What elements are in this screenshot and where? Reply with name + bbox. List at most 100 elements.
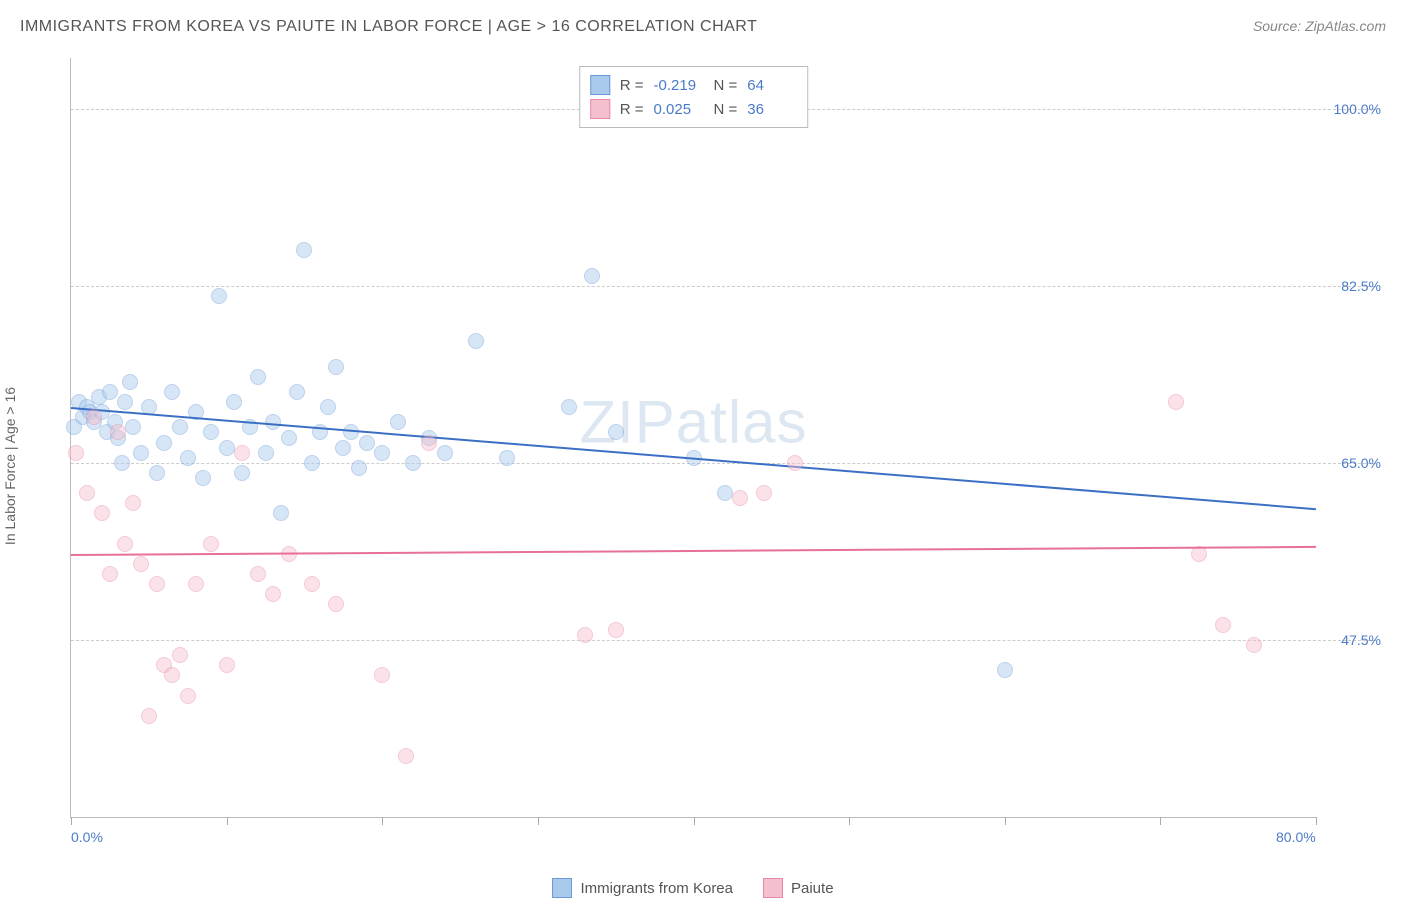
series-legend-label: Paiute bbox=[791, 880, 834, 897]
scatter-point bbox=[164, 384, 180, 400]
correlation-legend: R =-0.219N =64R =0.025N =36 bbox=[579, 66, 809, 128]
scatter-point bbox=[335, 440, 351, 456]
scatter-point bbox=[787, 455, 803, 471]
scatter-point bbox=[234, 465, 250, 481]
scatter-point bbox=[195, 470, 211, 486]
y-tick-label: 100.0% bbox=[1334, 101, 1381, 117]
y-tick-label: 65.0% bbox=[1341, 455, 1381, 471]
legend-swatch bbox=[590, 99, 610, 119]
scatter-point bbox=[499, 450, 515, 466]
scatter-point bbox=[584, 268, 600, 284]
x-tick bbox=[1316, 817, 1317, 825]
scatter-point bbox=[149, 576, 165, 592]
scatter-point bbox=[997, 662, 1013, 678]
scatter-point bbox=[125, 495, 141, 511]
scatter-point bbox=[102, 566, 118, 582]
scatter-point bbox=[122, 374, 138, 390]
scatter-point bbox=[608, 424, 624, 440]
scatter-point bbox=[79, 485, 95, 501]
scatter-point bbox=[398, 748, 414, 764]
scatter-point bbox=[273, 505, 289, 521]
scatter-point bbox=[250, 566, 266, 582]
scatter-point bbox=[374, 667, 390, 683]
scatter-point bbox=[258, 445, 274, 461]
legend-r-label: R = bbox=[620, 77, 644, 94]
plot-area: ZIPatlas R =-0.219N =64R =0.025N =36 47.… bbox=[70, 58, 1316, 818]
scatter-point bbox=[421, 435, 437, 451]
scatter-point bbox=[172, 647, 188, 663]
y-tick-label: 47.5% bbox=[1341, 632, 1381, 648]
legend-r-value: 0.025 bbox=[654, 101, 704, 118]
legend-r-label: R = bbox=[620, 101, 644, 118]
scatter-point bbox=[117, 536, 133, 552]
series-legend-label: Immigrants from Korea bbox=[580, 880, 733, 897]
scatter-point bbox=[304, 576, 320, 592]
scatter-point bbox=[114, 455, 130, 471]
chart-container: In Labor Force | Age > 16 ZIPatlas R =-0… bbox=[20, 58, 1386, 858]
gridline bbox=[71, 640, 1376, 641]
scatter-point bbox=[343, 424, 359, 440]
scatter-point bbox=[561, 399, 577, 415]
source-label: Source: ZipAtlas.com bbox=[1253, 18, 1386, 34]
gridline bbox=[71, 286, 1376, 287]
scatter-point bbox=[110, 424, 126, 440]
scatter-point bbox=[164, 667, 180, 683]
scatter-point bbox=[250, 369, 266, 385]
x-tick bbox=[227, 817, 228, 825]
scatter-point bbox=[219, 440, 235, 456]
x-tick bbox=[1005, 817, 1006, 825]
scatter-point bbox=[1215, 617, 1231, 633]
y-axis-label: In Labor Force | Age > 16 bbox=[2, 387, 18, 545]
scatter-point bbox=[141, 708, 157, 724]
scatter-point bbox=[211, 288, 227, 304]
x-tick bbox=[71, 817, 72, 825]
scatter-point bbox=[577, 627, 593, 643]
scatter-point bbox=[437, 445, 453, 461]
scatter-point bbox=[320, 399, 336, 415]
legend-swatch bbox=[590, 75, 610, 95]
legend-swatch bbox=[763, 878, 783, 898]
y-tick-label: 82.5% bbox=[1341, 278, 1381, 294]
scatter-point bbox=[94, 505, 110, 521]
chart-title: IMMIGRANTS FROM KOREA VS PAIUTE IN LABOR… bbox=[20, 18, 757, 36]
scatter-point bbox=[281, 430, 297, 446]
scatter-point bbox=[68, 445, 84, 461]
scatter-point bbox=[608, 622, 624, 638]
scatter-point bbox=[149, 465, 165, 481]
scatter-point bbox=[226, 394, 242, 410]
scatter-point bbox=[1246, 637, 1262, 653]
scatter-point bbox=[180, 688, 196, 704]
watermark-light: atlas bbox=[676, 389, 808, 456]
scatter-point bbox=[203, 536, 219, 552]
correlation-legend-row: R =-0.219N =64 bbox=[590, 73, 798, 97]
x-tick bbox=[849, 817, 850, 825]
series-legend-item: Paiute bbox=[763, 878, 834, 898]
legend-r-value: -0.219 bbox=[654, 77, 704, 94]
series-legend: Immigrants from Korea Paiute bbox=[70, 878, 1316, 898]
scatter-point bbox=[203, 424, 219, 440]
scatter-point bbox=[234, 445, 250, 461]
x-axis-label: 0.0% bbox=[71, 829, 103, 845]
legend-n-value: 36 bbox=[747, 101, 797, 118]
scatter-point bbox=[86, 409, 102, 425]
scatter-point bbox=[180, 450, 196, 466]
scatter-point bbox=[374, 445, 390, 461]
scatter-point bbox=[328, 359, 344, 375]
legend-n-value: 64 bbox=[747, 77, 797, 94]
gridline bbox=[71, 463, 1376, 464]
scatter-point bbox=[172, 419, 188, 435]
x-tick bbox=[1160, 817, 1161, 825]
scatter-point bbox=[405, 455, 421, 471]
scatter-point bbox=[156, 435, 172, 451]
scatter-point bbox=[133, 445, 149, 461]
scatter-point bbox=[390, 414, 406, 430]
scatter-point bbox=[296, 242, 312, 258]
scatter-point bbox=[133, 556, 149, 572]
scatter-point bbox=[359, 435, 375, 451]
scatter-point bbox=[102, 384, 118, 400]
x-tick bbox=[538, 817, 539, 825]
scatter-point bbox=[717, 485, 733, 501]
scatter-point bbox=[125, 419, 141, 435]
scatter-point bbox=[1168, 394, 1184, 410]
scatter-point bbox=[304, 455, 320, 471]
